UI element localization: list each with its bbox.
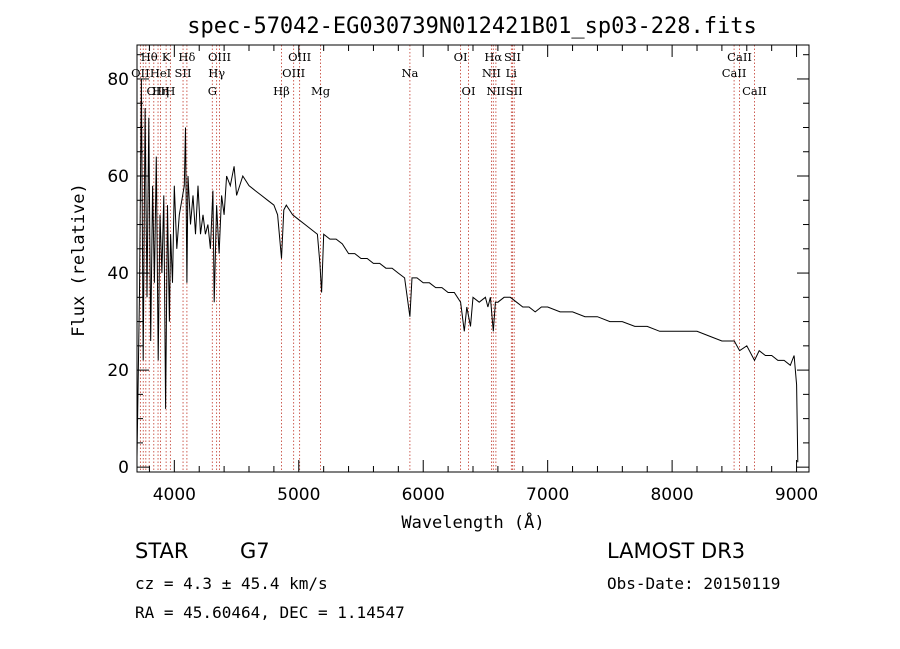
x-tick-label-3: 7000 [526,485,569,505]
y-axis-ticks: 0 20 40 60 80 [107,54,809,478]
chart-title: spec-57042-EG030739N012421B01_sp03-228.f… [187,14,757,39]
line-label-14: OIII [282,66,305,80]
line-label-2: OIII [146,84,169,98]
line-label-22: Li [506,66,518,80]
line-label-9: OIII [208,50,231,64]
observation-date: Obs-Date: 20150119 [607,574,781,593]
object-type: STAR [135,539,189,563]
line-marker-group [139,45,755,472]
line-label-6: H [165,84,175,98]
y-axis-label: Flux (relative) [69,183,89,337]
line-label-5: HeI [150,66,171,80]
line-label-4: Hη [152,84,169,98]
x-axis-label: Wavelength (Å) [401,511,544,533]
line-label-3: K [162,50,171,64]
line-label-12: Hβ [273,84,290,98]
line-label-24: SII [506,84,523,98]
x-tick-label-1: 5000 [277,485,320,505]
line-label-0: OII [131,66,150,80]
line-label-1: Hθ [141,50,158,64]
y-tick-label-1: 20 [107,361,129,381]
coordinates-text: RA = 45.60464, DEC = 1.14547 [135,603,405,622]
line-label-11: G [208,84,217,98]
plot-frame [136,44,810,473]
line-label-10: Hγ [208,66,225,80]
line-label-17: OI [454,50,468,64]
y-tick-label-3: 60 [107,167,129,187]
x-axis-ticks: 4000 5000 6000 7000 8000 9000 [148,45,818,505]
y-tick-label-0: 0 [118,458,129,478]
redshift-text: cz = 4.3 ± 45.4 km/s [135,574,328,593]
line-label-20: SII [504,50,521,64]
line-label-13: OIII [288,50,311,64]
spectrum-line [136,78,799,463]
line-label-18: OI [462,84,476,98]
x-tick-label-5: 9000 [775,485,818,505]
survey-name: LAMOST DR3 [607,539,746,563]
x-tick-label-4: 8000 [650,485,693,505]
line-label-8: Hδ [178,50,195,64]
line-label-21: NII [482,66,501,80]
y-tick-label-2: 40 [107,264,129,284]
line-label-19: Hα [484,50,502,64]
line-label-26: CaII [722,66,747,80]
line-label-25: CaII [727,50,752,64]
x-tick-label-2: 6000 [402,485,445,505]
line-label-15: Mg [311,84,331,98]
line-label-16: Na [401,66,418,80]
object-subclass: G7 [240,539,270,563]
x-tick-label-0: 4000 [153,485,196,505]
y-tick-label-4: 80 [107,70,129,90]
line-label-23: NII [486,84,505,98]
line-label-27: CaII [742,84,767,98]
line-label-7: SII [175,66,192,80]
